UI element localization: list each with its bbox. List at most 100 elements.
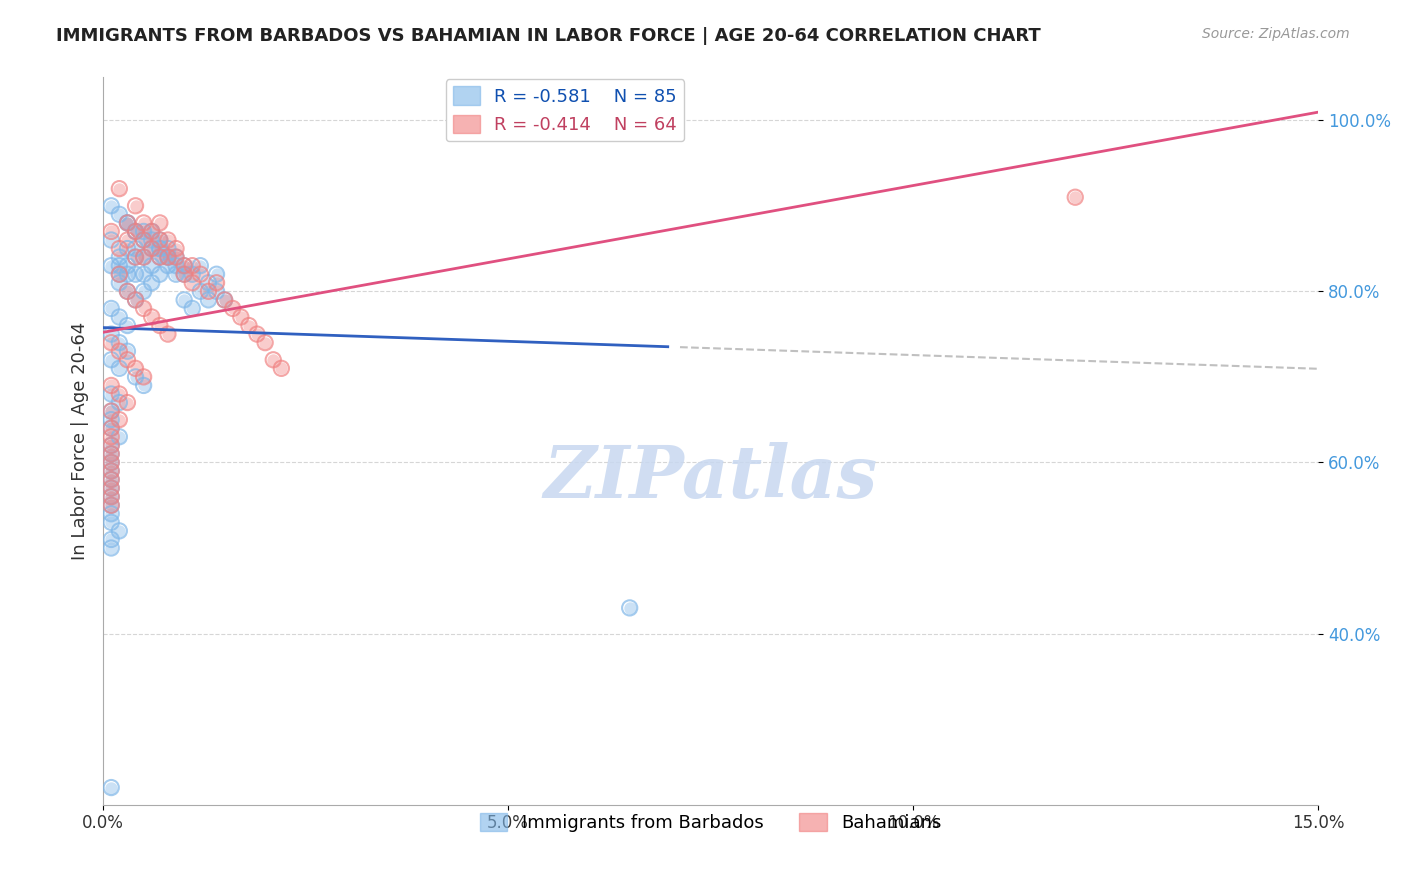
Immigrants from Barbados (100, 455, 122, 469)
Point (100, 387, 122, 401)
Immigrants from Barbados (100, 780, 122, 795)
Immigrants from Barbados (100, 412, 122, 426)
Immigrants from Barbados (141, 233, 163, 247)
Point (156, 250, 179, 264)
Bahamians (117, 216, 139, 230)
Bahamians (246, 327, 269, 342)
Point (156, 250, 179, 264)
Point (141, 242, 163, 256)
Immigrants from Barbados (149, 250, 172, 264)
Bahamians (254, 335, 277, 350)
Point (108, 267, 131, 281)
Point (117, 285, 139, 299)
Point (205, 276, 228, 290)
Point (149, 216, 172, 230)
Point (108, 395, 131, 409)
Bahamians (132, 301, 155, 316)
Immigrants from Barbados (132, 267, 155, 281)
Bahamians (141, 242, 163, 256)
Point (173, 293, 195, 307)
Point (124, 250, 146, 264)
Bahamians (132, 370, 155, 384)
Immigrants from Barbados (100, 516, 122, 530)
Bahamians (108, 267, 131, 281)
Immigrants from Barbados (197, 293, 219, 307)
Bahamians (108, 182, 131, 196)
Point (197, 276, 219, 290)
Text: Source: ZipAtlas.com: Source: ZipAtlas.com (1202, 27, 1350, 41)
Point (165, 250, 187, 264)
Bahamians (149, 318, 172, 333)
Immigrants from Barbados (149, 242, 172, 256)
Immigrants from Barbados (124, 267, 146, 281)
Immigrants from Barbados (149, 233, 172, 247)
Immigrants from Barbados (100, 447, 122, 461)
Point (100, 352, 122, 367)
Immigrants from Barbados (117, 318, 139, 333)
Immigrants from Barbados (173, 259, 195, 273)
Bahamians (197, 285, 219, 299)
Point (124, 199, 146, 213)
Point (108, 335, 131, 350)
Point (238, 318, 260, 333)
Immigrants from Barbados (108, 259, 131, 273)
Point (132, 216, 155, 230)
Bahamians (188, 267, 211, 281)
Point (117, 285, 139, 299)
Immigrants from Barbados (108, 361, 131, 376)
Point (132, 285, 155, 299)
Point (108, 361, 131, 376)
Immigrants from Barbados (100, 301, 122, 316)
Immigrants from Barbados (100, 533, 122, 547)
Bahamians (100, 378, 122, 392)
Point (132, 378, 155, 392)
Point (100, 481, 122, 495)
Bahamians (262, 352, 284, 367)
Immigrants from Barbados (149, 267, 172, 281)
Point (132, 370, 155, 384)
Bahamians (100, 498, 122, 512)
Point (124, 293, 146, 307)
Point (165, 259, 187, 273)
Point (141, 310, 163, 324)
Immigrants from Barbados (100, 490, 122, 504)
Immigrants from Barbados (117, 216, 139, 230)
Point (188, 267, 211, 281)
Point (100, 233, 122, 247)
Immigrants from Barbados (141, 242, 163, 256)
Point (117, 242, 139, 256)
Immigrants from Barbados (100, 327, 122, 342)
Point (117, 216, 139, 230)
Bahamians (132, 250, 155, 264)
Point (108, 250, 131, 264)
Point (141, 259, 163, 273)
Point (100, 224, 122, 238)
Point (141, 276, 163, 290)
Point (100, 199, 122, 213)
Bahamians (100, 447, 122, 461)
Bahamians (100, 438, 122, 452)
Point (100, 464, 122, 478)
Bahamians (100, 335, 122, 350)
Point (108, 276, 131, 290)
Immigrants from Barbados (197, 276, 219, 290)
Point (100, 507, 122, 521)
Point (117, 267, 139, 281)
Immigrants from Barbados (124, 250, 146, 264)
Immigrants from Barbados (108, 276, 131, 290)
Point (149, 267, 172, 281)
Immigrants from Barbados (156, 242, 179, 256)
Immigrants from Barbados (188, 285, 211, 299)
Bahamians (124, 224, 146, 238)
Immigrants from Barbados (100, 199, 122, 213)
Point (124, 361, 146, 376)
Point (124, 224, 146, 238)
Immigrants from Barbados (100, 541, 122, 555)
Bahamians (100, 490, 122, 504)
Point (165, 267, 187, 281)
Immigrants from Barbados (117, 285, 139, 299)
Point (108, 242, 131, 256)
Immigrants from Barbados (149, 242, 172, 256)
Immigrants from Barbados (132, 233, 155, 247)
Point (100, 378, 122, 392)
